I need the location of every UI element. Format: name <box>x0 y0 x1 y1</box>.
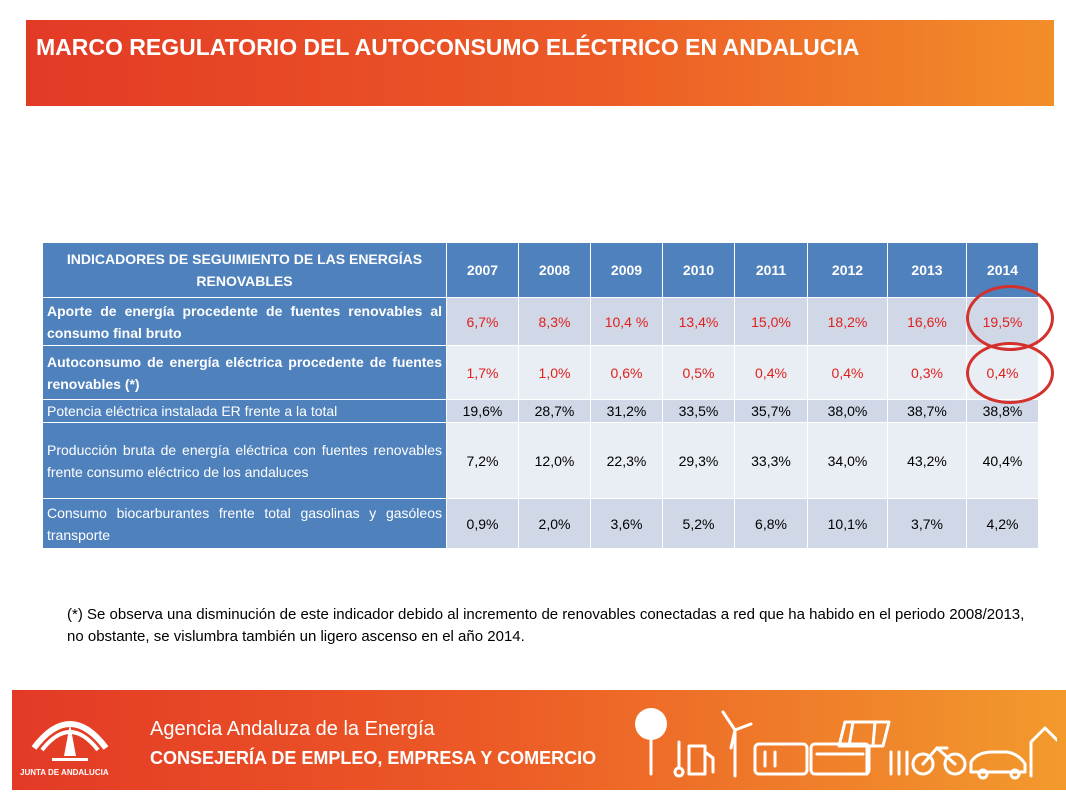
table-row: Potencia eléctrica instalada ER frente a… <box>42 399 1039 423</box>
table-cell: 0,4% <box>734 345 808 400</box>
department-name: CONSEJERÍA DE EMPLEO, EMPRESA Y COMERCIO <box>150 748 597 768</box>
table-row: Producción bruta de energía eléctrica co… <box>42 422 1039 499</box>
table-cell: 0,5% <box>662 345 735 400</box>
year-header: 2013 <box>887 242 967 298</box>
table-cell: 28,7% <box>518 399 591 423</box>
wind-turbine-icon <box>721 710 753 778</box>
row-label: Producción bruta de energía eléctrica co… <box>42 422 447 499</box>
table-cell: 10,1% <box>807 498 888 549</box>
row-label: Autoconsumo de energía eléctrica procede… <box>42 345 447 400</box>
table-header-row: INDICADORES DE SEGUIMIENTO DE LAS ENERGÍ… <box>42 242 1039 298</box>
table-cell: 43,2% <box>887 422 967 499</box>
bicycle-icon <box>911 746 967 776</box>
table-cell: 2,0% <box>518 498 591 549</box>
table-cell: 0,3% <box>887 345 967 400</box>
thermometer-icon <box>673 740 685 778</box>
tree-icon <box>635 708 667 776</box>
table-cell: 38,0% <box>807 399 888 423</box>
table-cell: 3,7% <box>887 498 967 549</box>
table-row: Autoconsumo de energía eléctrica procede… <box>42 345 1039 400</box>
table-cell: 29,3% <box>662 422 735 499</box>
year-header: 2008 <box>518 242 591 298</box>
table-cell: 8,3% <box>518 297 591 346</box>
table-row: Aporte de energía procedente de fuentes … <box>42 297 1039 346</box>
year-header: 2012 <box>807 242 888 298</box>
table-cell: 1,7% <box>446 345 519 400</box>
solar-panel-icon <box>837 720 891 776</box>
house-icon <box>1029 726 1057 778</box>
table-cell: 12,0% <box>518 422 591 499</box>
table-cell: 4,2% <box>966 498 1039 549</box>
table-corner-header: INDICADORES DE SEGUIMIENTO DE LAS ENERGÍ… <box>42 242 447 298</box>
table-cell: 0,9% <box>446 498 519 549</box>
table-cell: 31,2% <box>590 399 663 423</box>
table-cell: 6,7% <box>446 297 519 346</box>
table-cell: 40,4% <box>966 422 1039 499</box>
energy-icons <box>635 708 1057 780</box>
table-cell: 0,6% <box>590 345 663 400</box>
page-title: MARCO REGULATORIO DEL AUTOCONSUMO ELÉCTR… <box>36 34 860 60</box>
table-row: Consumo biocarburantes frente total gaso… <box>42 498 1039 549</box>
footnote: (*) Se observa una disminución de este i… <box>67 606 1025 645</box>
wheat-icon <box>889 750 909 776</box>
row-label: Potencia eléctrica instalada ER frente a… <box>42 399 447 423</box>
title-bar: MARCO REGULATORIO DEL AUTOCONSUMO ELÉCTR… <box>26 20 1054 106</box>
year-header: 2010 <box>662 242 735 298</box>
table-cell: 34,0% <box>807 422 888 499</box>
highlight-circle <box>966 342 1054 404</box>
table-cell: 1,0% <box>518 345 591 400</box>
table-cell: 33,5% <box>662 399 735 423</box>
table-cell: 18,2% <box>807 297 888 346</box>
footer-banner: JUNTA DE ANDALUCIA Agencia Andaluza de l… <box>12 690 1066 790</box>
table-cell: 15,0% <box>734 297 808 346</box>
table-cell: 35,7% <box>734 399 808 423</box>
table-cell: 0,4% <box>807 345 888 400</box>
train-icon <box>753 742 809 776</box>
junta-logo: JUNTA DE ANDALUCIA <box>12 690 128 790</box>
table-cell: 22,3% <box>590 422 663 499</box>
year-header: 2009 <box>590 242 663 298</box>
table-cell: 3,6% <box>590 498 663 549</box>
logo-text: JUNTA DE ANDALUCIA <box>20 768 109 777</box>
table-cell: 33,3% <box>734 422 808 499</box>
junta-emblem-icon <box>31 721 109 761</box>
row-label: Aporte de energía procedente de fuentes … <box>42 297 447 346</box>
table-cell: 6,8% <box>734 498 808 549</box>
table-cell: 19,6% <box>446 399 519 423</box>
table-cell: 10,4 % <box>590 297 663 346</box>
table-cell: 13,4% <box>662 297 735 346</box>
year-header: 2007 <box>446 242 519 298</box>
car-icon <box>969 750 1027 780</box>
indicators-table: INDICADORES DE SEGUIMIENTO DE LAS ENERGÍ… <box>42 242 1039 549</box>
table-cell: 16,6% <box>887 297 967 346</box>
row-label: Consumo biocarburantes frente total gaso… <box>42 498 447 549</box>
table-cell: 7,2% <box>446 422 519 499</box>
year-header: 2011 <box>734 242 808 298</box>
table-cell: 5,2% <box>662 498 735 549</box>
table-cell: 38,7% <box>887 399 967 423</box>
bus-icon <box>809 742 871 776</box>
agency-name: Agencia Andaluza de la Energía <box>150 718 435 740</box>
fuel-pump-icon <box>687 744 715 776</box>
